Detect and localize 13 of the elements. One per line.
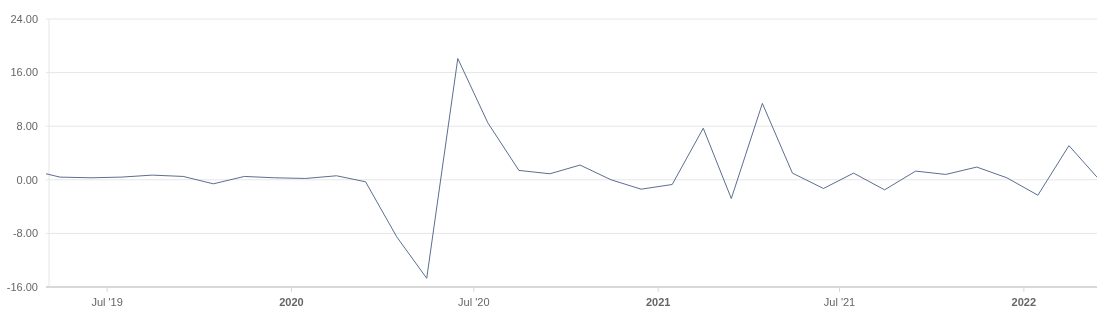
line-series xyxy=(45,58,1098,279)
x-tick-label: Jul '20 xyxy=(458,296,490,308)
y-tick-label: 0.00 xyxy=(16,173,38,186)
x-tick-label: Jul '19 xyxy=(91,296,123,308)
y-tick-label: -16.00 xyxy=(6,280,38,293)
x-tick-label: 2020 xyxy=(279,296,304,308)
x-tick-label: Jul '21 xyxy=(823,296,856,308)
y-tick-label: -8.00 xyxy=(12,227,38,240)
x-tick-label: 2022 xyxy=(1011,296,1037,308)
x-tick-label: 2021 xyxy=(645,296,671,308)
y-tick-label: 24.00 xyxy=(10,12,38,25)
y-tick-label: 16.00 xyxy=(10,66,38,79)
y-tick-label: 8.00 xyxy=(16,120,38,133)
